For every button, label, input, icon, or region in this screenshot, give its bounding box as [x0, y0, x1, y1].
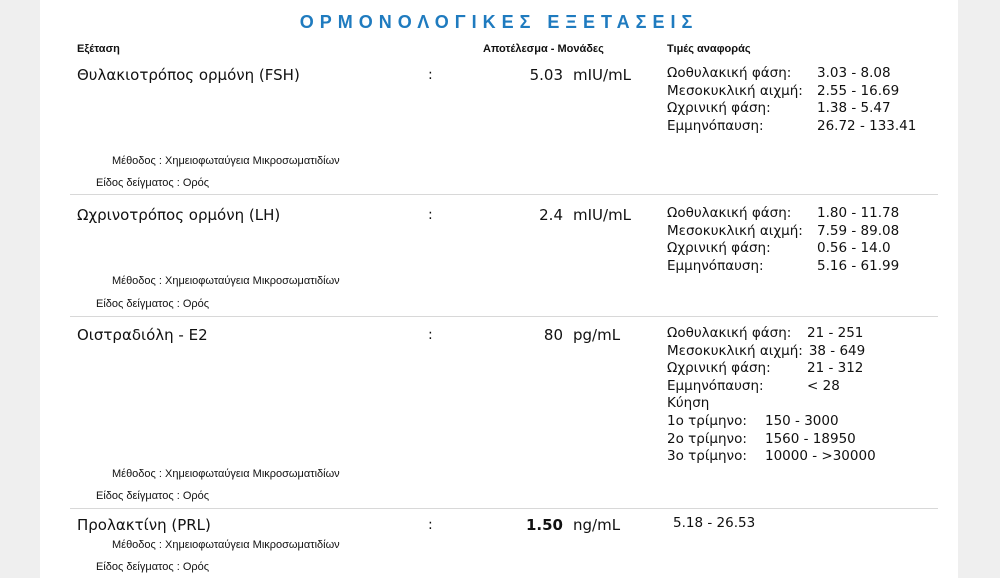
- header-reference: Τιμές αναφοράς: [667, 43, 751, 55]
- separator-colon: :: [428, 327, 433, 343]
- reference-line: Εμμηνόπαυση: 26.72 - 133.41: [667, 118, 916, 136]
- sample-type-text: Είδος δείγματος : Ορός: [96, 298, 210, 310]
- reference-label: Ωοθυλακική φάση:: [667, 325, 792, 341]
- header-test: Εξέταση: [77, 43, 120, 55]
- reference-label: Μεσοκυκλική αιχμή:: [667, 82, 803, 99]
- separator-colon: :: [428, 67, 433, 83]
- reference-line: Ωχρινική φάση: 21 - 312: [667, 360, 876, 378]
- sample-type-text: Είδος δείγματος : Ορός: [96, 177, 210, 189]
- reference-line: Μεσοκυκλική αιχμή: 7.59 - 89.08: [667, 223, 899, 241]
- reference-line: 5.18 - 26.53: [667, 515, 755, 533]
- reference-line: Ωοθυλακική φάση: 1.80 - 11.78: [667, 205, 899, 223]
- result-unit: mIU/mL: [573, 66, 632, 84]
- report-page: ΟΡΜΟΝΟΛΟΓΙΚΕΣ ΕΞΕΤΑΣΕΙΣ Εξέταση Αποτέλεσ…: [40, 0, 958, 578]
- separator-colon: :: [428, 207, 433, 223]
- reference-label: 3ο τρίμηνο:: [667, 448, 747, 465]
- reference-range: 7.59 - 89.08: [817, 222, 900, 239]
- result-value: 2.4: [539, 206, 563, 224]
- method-text: Μέθοδος : Χημειοφωταύγεια Μικροσωματιδίω…: [112, 155, 340, 167]
- reference-label: Εμμηνόπαυση:: [667, 377, 764, 394]
- section-divider: [70, 508, 938, 509]
- reference-range: 5.18 - 26.53: [673, 515, 756, 531]
- reference-label: Μεσοκυκλική αιχμή:: [667, 222, 803, 239]
- section-divider: [70, 194, 938, 195]
- reference-range: 5.16 - 61.99: [817, 257, 900, 274]
- test-name: Οιστραδιόλη - E2: [77, 326, 208, 344]
- reference-range: < 28: [807, 377, 840, 394]
- reference-label: Ωχρινική φάση:: [667, 100, 771, 117]
- method-text: Μέθοδος : Χημειοφωταύγεια Μικροσωματιδίω…: [112, 539, 340, 551]
- reference-label: Εμμηνόπαυση:: [667, 117, 764, 134]
- reference-range: 0.56 - 14.0: [817, 240, 891, 257]
- reference-range: 1.38 - 5.47: [817, 100, 891, 117]
- separator-colon: :: [428, 517, 433, 533]
- header-result: Αποτέλεσμα - Μονάδες: [483, 43, 604, 55]
- reference-line: 3ο τρίμηνο: 10000 - >30000: [667, 448, 876, 466]
- sample-type-text: Είδος δείγματος : Ορός: [96, 561, 210, 573]
- reference-line: Εμμηνόπαυση: < 28: [667, 378, 876, 396]
- reference-label: Μεσοκυκλική αιχμή:: [667, 342, 803, 359]
- reference-label: 2ο τρίμηνο:: [667, 430, 747, 447]
- section-divider: [70, 316, 938, 317]
- reference-range: 3.03 - 8.08: [817, 65, 891, 81]
- sample-type-text: Είδος δείγματος : Ορός: [96, 490, 210, 502]
- reference-range: 26.72 - 133.41: [817, 117, 917, 134]
- reference-range: 38 - 649: [808, 342, 866, 359]
- reference-label: Ωοθυλακική φάση:: [667, 65, 792, 81]
- reference-range: 10000 - >30000: [765, 448, 876, 465]
- reference-line: Ωχρινική φάση: 1.38 - 5.47: [667, 100, 916, 118]
- result-value: 1.50: [525, 516, 563, 534]
- result-unit: mIU/mL: [573, 206, 632, 224]
- method-text: Μέθοδος : Χημειοφωταύγεια Μικροσωματιδίω…: [112, 275, 340, 287]
- reference-line: Ωχρινική φάση: 0.56 - 14.0: [667, 240, 899, 258]
- reference-range: 2.55 - 16.69: [817, 82, 900, 99]
- reference-label: Ωχρινική φάση:: [667, 240, 771, 257]
- reference-range: 21 - 251: [807, 325, 864, 341]
- reference-range: 1560 - 18950: [765, 430, 856, 447]
- reference-ranges: Ωοθυλακική φάση: 1.80 - 11.78 Μεσοκυκλική …: [667, 205, 899, 275]
- test-name: Ωχρινοτρόπος ορμόνη (LH): [77, 206, 281, 224]
- reference-ranges: Ωοθυλακική φάση: 3.03 - 8.08 Μεσοκυκλική α…: [667, 65, 916, 135]
- method-text: Μέθοδος : Χημειοφωταύγεια Μικροσωματιδίω…: [112, 468, 340, 480]
- reference-line: Ωοθυλακική φάση: 21 - 251: [667, 325, 876, 343]
- result-unit: pg/mL: [573, 326, 621, 344]
- test-name: Θυλακιοτρόπος ορμόνη (FSH): [77, 66, 300, 84]
- page-title: ΟΡΜΟΝΟΛΟΓΙΚΕΣ ΕΞΕΤΑΣΕΙΣ: [299, 12, 699, 32]
- reference-label: Ωχρινική φάση:: [667, 360, 771, 377]
- reference-line: Εμμηνόπαυση: 5.16 - 61.99: [667, 258, 899, 276]
- result-unit: ng/mL: [573, 516, 621, 534]
- reference-line: Κύηση: [667, 395, 876, 413]
- reference-ranges: 5.18 - 26.53: [667, 515, 755, 533]
- reference-range: 1.80 - 11.78: [817, 205, 900, 221]
- reference-label: Εμμηνόπαυση:: [667, 257, 764, 274]
- reference-line: 2ο τρίμηνο: 1560 - 18950: [667, 431, 876, 449]
- reference-range: 150 - 3000: [765, 412, 839, 429]
- reference-line: Μεσοκυκλική αιχμή: 2.55 - 16.69: [667, 83, 916, 101]
- reference-line: 1ο τρίμηνο: 150 - 3000: [667, 413, 876, 431]
- reference-label: Ωοθυλακική φάση:: [667, 205, 792, 221]
- result-value: 5.03: [529, 66, 563, 84]
- reference-line: Ωοθυλακική φάση: 3.03 - 8.08: [667, 65, 916, 83]
- result-value: 80: [543, 326, 563, 344]
- test-name: Προλακτίνη (PRL): [77, 516, 211, 534]
- reference-label: Κύηση: [667, 395, 710, 412]
- reference-label: 1ο τρίμηνο:: [667, 412, 747, 429]
- reference-ranges: Ωοθυλακική φάση: 21 - 251 Μεσοκυκλική αιχμ…: [667, 325, 876, 466]
- reference-line: Μεσοκυκλική αιχμή: 38 - 649: [667, 343, 876, 361]
- reference-range: 21 - 312: [807, 360, 864, 377]
